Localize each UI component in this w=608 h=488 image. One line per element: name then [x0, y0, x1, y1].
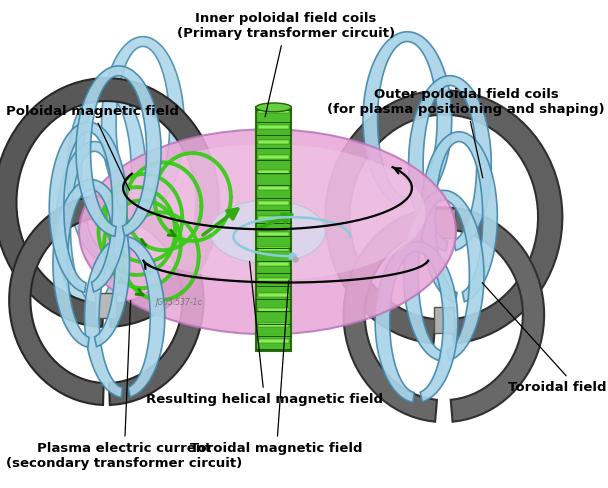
Bar	[258, 247, 289, 251]
Bar	[258, 339, 289, 343]
Text: Poloidal magnetic field: Poloidal magnetic field	[6, 105, 179, 190]
Polygon shape	[0, 78, 219, 327]
Ellipse shape	[256, 103, 291, 112]
Polygon shape	[85, 237, 165, 397]
Bar	[258, 201, 289, 205]
Polygon shape	[421, 132, 497, 302]
Text: Toroidal field coils: Toroidal field coils	[482, 283, 608, 394]
Polygon shape	[53, 180, 130, 347]
Bar	[258, 308, 289, 312]
Text: Toroidal magnetic field: Toroidal magnetic field	[190, 281, 363, 455]
Ellipse shape	[109, 144, 426, 281]
Text: Plasma electric current
(secondary transformer circuit): Plasma electric current (secondary trans…	[6, 301, 243, 469]
Text: Inner poloidal field coils
(Primary transformer circuit): Inner poloidal field coils (Primary tran…	[177, 12, 395, 117]
Bar	[258, 278, 289, 282]
Bar	[258, 124, 289, 128]
Bar	[258, 232, 289, 236]
Bar	[258, 109, 289, 113]
Text: Resulting helical magnetic field: Resulting helical magnetic field	[146, 262, 383, 406]
FancyBboxPatch shape	[434, 307, 454, 333]
Text: Outer poloidal field coils
(for plasma positioning and shaping): Outer poloidal field coils (for plasma p…	[327, 88, 605, 178]
FancyBboxPatch shape	[434, 209, 455, 238]
Text: JG05.537-1c: JG05.537-1c	[155, 298, 202, 307]
Polygon shape	[49, 122, 127, 292]
Bar	[258, 216, 289, 220]
Bar	[258, 262, 289, 266]
Bar	[258, 155, 289, 159]
Ellipse shape	[210, 200, 325, 264]
Ellipse shape	[79, 129, 456, 334]
FancyBboxPatch shape	[95, 197, 117, 225]
Bar	[258, 186, 289, 190]
Bar	[258, 170, 289, 174]
FancyBboxPatch shape	[95, 293, 116, 318]
Bar	[258, 324, 289, 327]
Polygon shape	[9, 195, 204, 405]
Polygon shape	[404, 190, 484, 361]
Polygon shape	[102, 37, 184, 212]
Polygon shape	[67, 85, 146, 261]
Polygon shape	[56, 142, 133, 312]
Polygon shape	[363, 32, 452, 207]
Polygon shape	[76, 66, 161, 236]
Polygon shape	[325, 90, 562, 344]
Bar	[258, 293, 289, 297]
Polygon shape	[409, 76, 491, 251]
Bar	[258, 140, 289, 144]
Polygon shape	[375, 242, 458, 402]
Polygon shape	[344, 207, 544, 422]
FancyBboxPatch shape	[256, 107, 291, 351]
